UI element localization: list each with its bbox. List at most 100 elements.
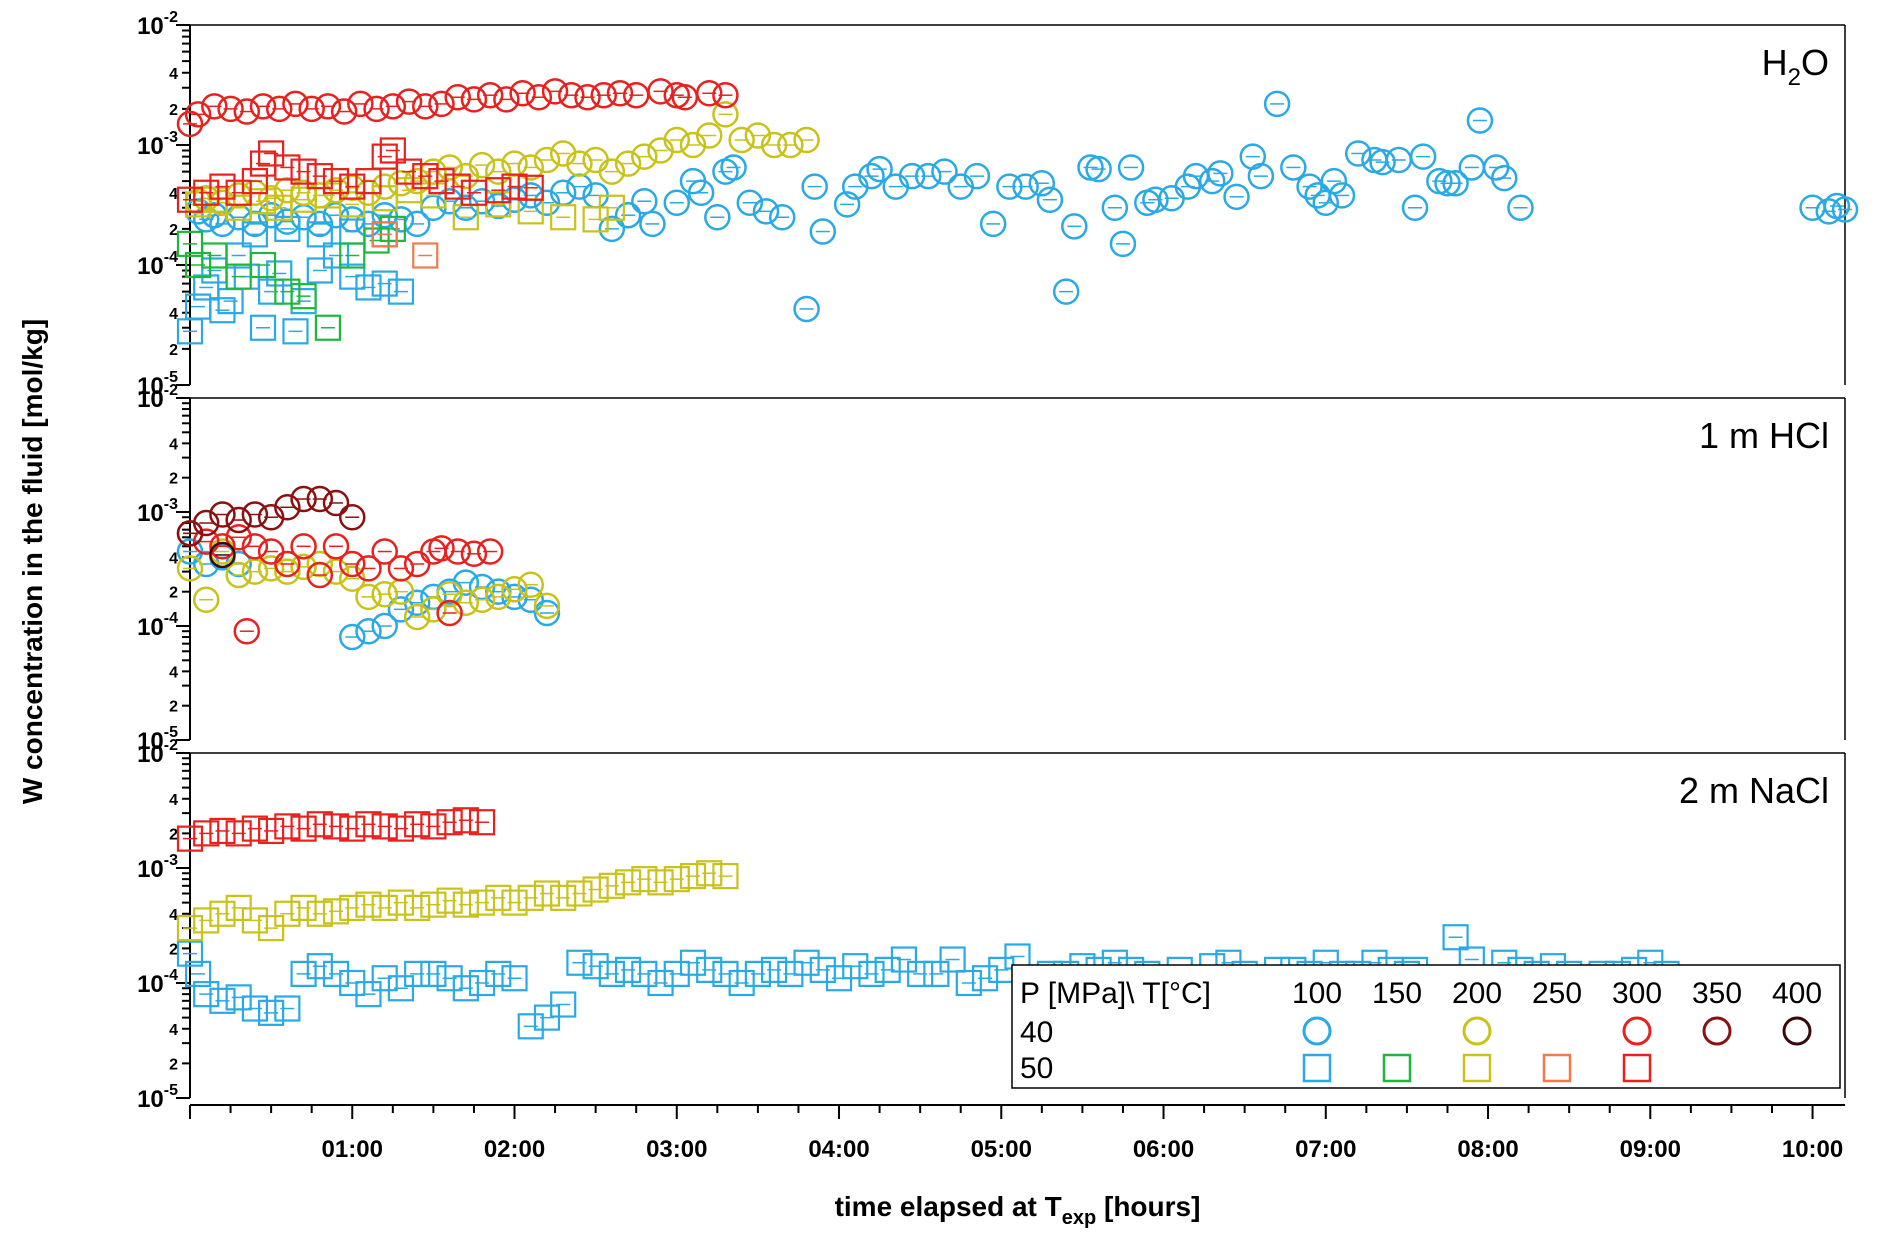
data-point-square-300 [420, 813, 447, 840]
y-minor-tick-label: 2 [169, 826, 178, 843]
data-point-circle-100 [371, 612, 398, 640]
data-point-circle-200 [517, 571, 544, 599]
x-axis-label-suffix: [hours] [1096, 1191, 1200, 1222]
data-point-circle-100 [1109, 230, 1137, 258]
data-point-circle-300 [476, 538, 504, 565]
data-point-circle-100 [598, 215, 626, 243]
data-point-square-100 [842, 953, 869, 980]
data-point-square-100 [209, 987, 236, 1014]
data-point-square-300 [274, 154, 301, 181]
x-tick-label: 07:00 [1295, 1136, 1356, 1163]
data-point-square-300 [274, 813, 301, 840]
data-point-square-300 [339, 815, 366, 842]
data-point-square-200 [566, 880, 593, 907]
data-point-circle-100 [1491, 164, 1518, 192]
data-point-square-300 [290, 158, 317, 185]
data-point-circle-200 [420, 596, 447, 623]
data-point-circle-200 [322, 558, 350, 585]
data-point-circle-300 [493, 86, 520, 113]
data-point-square-300 [193, 179, 220, 206]
data-points [176, 78, 1859, 345]
data-point-circle-200 [744, 122, 772, 149]
data-point-square-100 [1442, 924, 1469, 951]
data-point-circle-300 [606, 79, 634, 107]
data-point-square-100 [452, 975, 479, 1002]
data-point-circle-100 [639, 210, 666, 238]
data-point-circle-200 [695, 122, 723, 149]
data-point-square-300 [412, 163, 439, 190]
data-point-square-200 [258, 915, 285, 942]
data-point-square-100 [468, 969, 496, 997]
data-point-circle-200 [793, 126, 820, 154]
data-point-square-300 [452, 807, 479, 834]
data-points [176, 485, 561, 651]
data-point-circle-200 [728, 126, 755, 154]
x-axis-label-main: time elapsed at T [835, 1191, 1062, 1222]
panel-2: 10-5 2 4 10-4 2 4 10-3 2 4 10-2 1 m HCl [137, 382, 1846, 755]
data-point-circle-100 [809, 218, 837, 245]
data-point-square-150 [249, 251, 277, 279]
y-minor-tick-label: 2 [169, 342, 178, 359]
data-point-circle-300 [436, 599, 463, 627]
data-point-circle-300 [249, 93, 277, 120]
y-tick-label: 10-4 [137, 967, 178, 998]
data-point-circle-100 [614, 201, 642, 229]
legend-marker-square-200 [1462, 1053, 1492, 1083]
data-point-circle-200 [371, 580, 398, 608]
data-point-circle-100 [963, 162, 991, 190]
data-point-circle-300 [695, 79, 723, 107]
data-point-circle-300 [558, 81, 585, 109]
data-point-circle-300 [192, 528, 220, 555]
data-point-circle-350 [322, 489, 350, 517]
data-point-circle-200 [712, 101, 739, 128]
data-point-square-100 [647, 969, 674, 997]
data-point-square-100 [939, 946, 966, 973]
data-point-square-100 [241, 995, 269, 1022]
data-point-circle-100 [704, 203, 731, 231]
data-point-square-200 [339, 191, 366, 218]
data-point-circle-300 [379, 93, 407, 120]
legend-temp-300: 300 [1612, 977, 1662, 1010]
x-axis-label-subscript: exp [1062, 1207, 1096, 1229]
data-point-circle-200 [485, 583, 512, 611]
y-minor-tick-label: 4 [169, 66, 178, 83]
data-point-square-100 [582, 953, 609, 980]
data-point-circle-100 [793, 295, 820, 323]
y-tick-label: 10-3 [137, 129, 178, 160]
data-point-square-200 [647, 869, 674, 896]
y-tick-label: 10-5 [137, 724, 178, 755]
data-point-circle-100 [533, 599, 561, 627]
data-point-square-300 [258, 140, 285, 167]
y-tick-label: 10-5 [137, 1082, 178, 1113]
data-point-circle-100 [1247, 162, 1275, 190]
data-point-circle-100 [1507, 194, 1534, 221]
data-point-square-300 [241, 815, 269, 842]
data-point-square-100 [282, 318, 309, 345]
data-point-circle-100 [387, 206, 415, 233]
data-point-circle-100 [915, 162, 942, 190]
data-point-circle-300 [509, 79, 536, 107]
data-point-square-200 [533, 880, 561, 907]
data-point-circle-100 [1831, 196, 1859, 223]
data-point-circle-300 [444, 83, 471, 111]
data-point-square-100 [258, 999, 285, 1026]
data-point-square-200 [306, 900, 333, 927]
data-point-square-300 [468, 809, 496, 836]
data-point-square-200 [290, 894, 317, 921]
data-point-square-300 [444, 173, 471, 200]
legend-temp-350: 350 [1692, 977, 1742, 1010]
y-minor-tick-label: 2 [169, 941, 178, 958]
data-point-circle-200 [257, 184, 285, 212]
data-point-square-100 [728, 969, 755, 997]
y-tick-label: 10-2 [137, 737, 178, 768]
data-point-square-200 [663, 866, 690, 893]
data-point-square-200 [404, 894, 431, 921]
data-point-circle-100 [1207, 160, 1234, 187]
data-point-circle-200 [533, 592, 561, 620]
data-point-square-150 [314, 314, 342, 341]
data-point-square-200 [420, 891, 447, 918]
legend: P [MPa]\ T[°C] 40 50 100 150 200 250 300 350 4… [1011, 964, 1841, 1089]
y-tick-label: 10-2 [137, 382, 178, 413]
data-point-square-100 [566, 949, 593, 976]
data-point-circle-100 [1409, 143, 1437, 170]
